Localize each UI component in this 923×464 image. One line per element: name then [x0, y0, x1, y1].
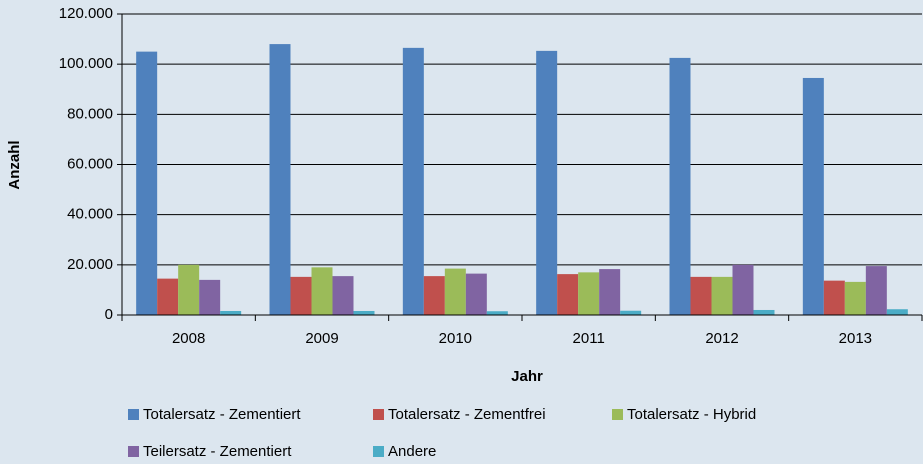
bar [886, 309, 908, 315]
bar [311, 267, 333, 315]
y-tick-label: 120.000 [59, 5, 113, 22]
bar [599, 269, 621, 315]
legend-label: Totalersatz - Hybrid [627, 406, 756, 423]
bar [844, 281, 866, 315]
bar [753, 309, 775, 315]
bar [578, 272, 600, 315]
legend-swatch [612, 409, 623, 420]
legend-label: Totalersatz - Zementiert [143, 406, 301, 423]
x-tick-label: 2008 [172, 330, 205, 347]
y-tick-label: 40.000 [67, 206, 113, 223]
bar [269, 44, 291, 315]
y-tick-label: 60.000 [67, 155, 113, 172]
x-tick-label: 2009 [305, 330, 338, 347]
bar [802, 77, 824, 316]
bar [557, 274, 579, 315]
bar [332, 276, 354, 315]
bar [711, 276, 733, 315]
bar [353, 310, 375, 315]
bar [199, 279, 221, 315]
bar [536, 50, 558, 316]
bar [486, 311, 508, 315]
x-tick-label: 2011 [573, 330, 605, 347]
x-tick-label: 2010 [439, 330, 472, 347]
legend-swatch [128, 409, 139, 420]
bar [690, 276, 712, 315]
bar [157, 278, 179, 315]
legend-label: Totalersatz - Zementfrei [388, 406, 546, 423]
y-axis-title: Anzahl [6, 140, 23, 189]
x-tick-label: 2013 [839, 330, 872, 347]
legend-label: Andere [388, 443, 436, 460]
bar [220, 310, 242, 315]
bar [423, 276, 445, 315]
legend-swatch [128, 446, 139, 457]
bar [865, 266, 887, 315]
legend-swatch [373, 409, 384, 420]
bar [669, 57, 691, 315]
bar [290, 276, 312, 315]
y-tick-label: 100.000 [59, 55, 113, 72]
bar [178, 264, 200, 315]
x-axis-title: Jahr [511, 368, 543, 385]
bar [402, 47, 424, 316]
y-tick-label: 80.000 [67, 105, 113, 122]
bar [465, 273, 487, 315]
bar [136, 51, 158, 315]
bar [620, 310, 642, 315]
y-tick-label: 0 [105, 306, 113, 323]
legend-swatch [373, 446, 384, 457]
x-tick-label: 2012 [705, 330, 738, 347]
bar [732, 264, 754, 315]
legend-label: Teilersatz - Zementiert [143, 443, 292, 460]
y-tick-label: 20.000 [67, 256, 113, 273]
bar [823, 280, 845, 315]
bar [444, 268, 466, 315]
